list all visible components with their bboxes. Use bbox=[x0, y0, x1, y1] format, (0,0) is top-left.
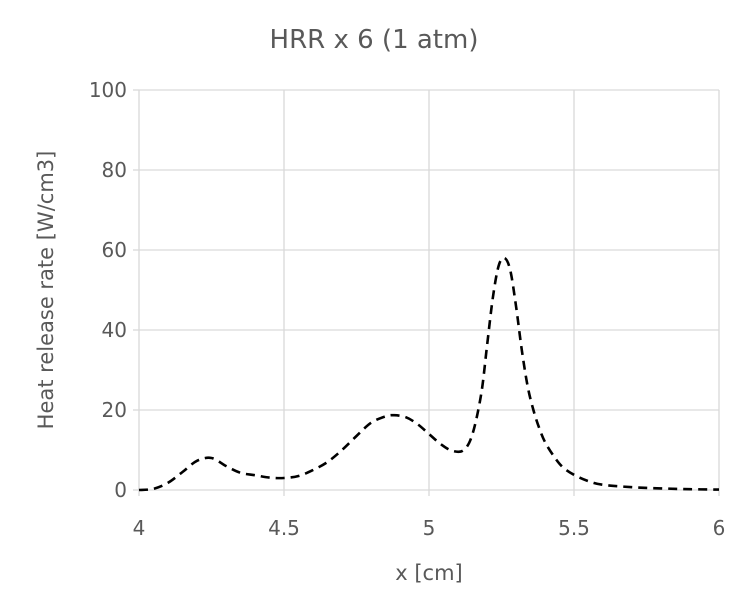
y-tick-label: 100 bbox=[89, 78, 127, 102]
x-tick-label: 5.5 bbox=[558, 516, 590, 540]
y-tick-label: 20 bbox=[102, 398, 127, 422]
y-tick-label: 60 bbox=[102, 238, 127, 262]
gridlines bbox=[133, 89, 720, 496]
series-line bbox=[138, 256, 720, 492]
x-tick-label: 5 bbox=[423, 516, 436, 540]
chart-title: HRR x 6 (1 atm) bbox=[270, 25, 479, 55]
x-tick-label: 6 bbox=[713, 516, 726, 540]
x-axis-label: x [cm] bbox=[395, 561, 463, 585]
y-tick-label: 80 bbox=[102, 158, 127, 182]
x-tick-labels: 4 4.5 5 5.5 6 bbox=[133, 516, 726, 540]
y-tick-label: 0 bbox=[114, 478, 127, 502]
x-tick-label: 4 bbox=[133, 516, 146, 540]
x-tick-label: 4.5 bbox=[268, 516, 300, 540]
y-axis-label: Heat release rate [W/cm3] bbox=[34, 151, 58, 430]
data-series bbox=[138, 256, 720, 492]
y-tick-label: 40 bbox=[102, 318, 127, 342]
y-tick-labels: 0 20 40 60 80 100 bbox=[89, 78, 127, 502]
